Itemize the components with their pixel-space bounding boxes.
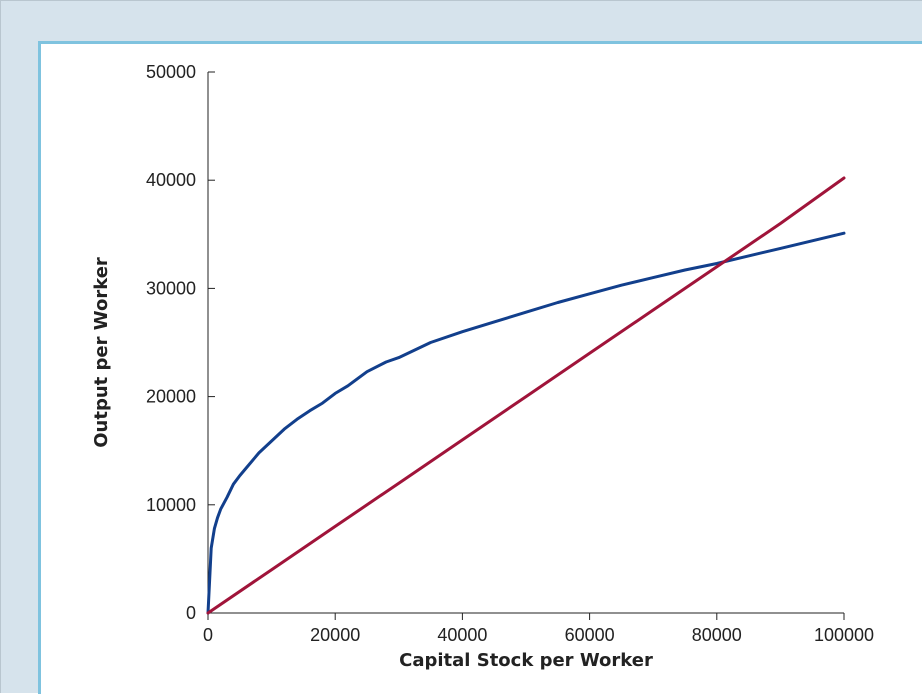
x-tick-label: 100000 — [814, 625, 874, 645]
x-ticks: 0 20000 40000 60000 80000 100000 — [203, 613, 874, 645]
x-axis-title: Capital Stock per Worker — [399, 650, 653, 671]
y-tick-label: 20000 — [146, 387, 196, 407]
series-line-1 — [208, 233, 844, 613]
y-tick-label: 10000 — [146, 495, 196, 515]
series-layer — [208, 178, 844, 613]
y-tick-label: 30000 — [146, 278, 196, 298]
series-line-2 — [208, 178, 844, 613]
x-tick-label: 0 — [203, 625, 213, 645]
axes — [208, 72, 844, 613]
y-tick-label: 0 — [186, 603, 196, 623]
y-tick-label: 40000 — [146, 170, 196, 190]
y-ticks: 0 10000 20000 30000 40000 50000 — [146, 62, 215, 623]
x-tick-label: 80000 — [692, 625, 742, 645]
x-tick-label: 20000 — [310, 625, 360, 645]
y-axis-title: Output per Worker — [91, 257, 112, 448]
y-tick-label: 50000 — [146, 62, 196, 82]
x-tick-label: 60000 — [565, 625, 615, 645]
x-tick-label: 40000 — [437, 625, 487, 645]
